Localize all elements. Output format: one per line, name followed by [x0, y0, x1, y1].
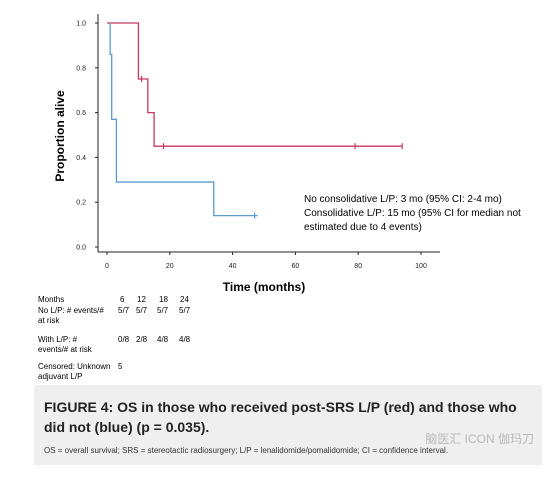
series-layer — [107, 22, 403, 219]
risk-value: 4/8 — [179, 335, 191, 344]
risk-label-months: Months — [38, 295, 65, 304]
y-tick-label: 0.0 — [76, 245, 86, 252]
x-tick-label: 0 — [105, 263, 109, 270]
annotation-line: Consolidative L/P: 15 mo (95% CI for med… — [304, 208, 521, 219]
risk-value: 4/8 — [157, 335, 169, 344]
risk-month: 24 — [180, 295, 189, 304]
x-axis-ticks: 0 20 40 60 80 100 — [105, 252, 427, 270]
risk-label-line: at risk — [38, 316, 60, 325]
x-tick-label: 40 — [229, 263, 237, 270]
risk-value: 5/7 — [157, 306, 169, 315]
series-line — [107, 22, 403, 147]
caption-footnote: OS = overall survival; SRS = stereotacti… — [44, 446, 449, 455]
risk-month: 6 — [120, 295, 125, 304]
annotation-line: No consolidative L/P: 3 mo (95% CI: 2-4 … — [304, 194, 502, 205]
km-survival-chart: 0.0 0.2 0.4 0.6 0.8 1.0 0 20 40 60 80 100 Proporti… — [53, 14, 521, 294]
figure-caption: FIGURE 4: OS in those who received post-… — [34, 385, 542, 465]
x-axis-title: Time (months) — [223, 280, 305, 294]
risk-value: 2/8 — [136, 335, 148, 344]
x-tick-label: 20 — [166, 263, 174, 270]
risk-month: 18 — [159, 295, 168, 304]
risk-label-no-lp: No L/P: # events/# at risk — [38, 306, 104, 326]
x-tick-label: 80 — [354, 263, 362, 270]
y-axis-ticks: 0.0 0.2 0.4 0.6 0.8 1.0 — [76, 21, 98, 252]
risk-label-line: Censored: Unknown — [38, 362, 111, 371]
caption-title: FIGURE 4: OS in those who received post-… — [44, 399, 517, 435]
risk-label-censored: Censored: Unknown adjuvant L/P — [38, 362, 110, 382]
x-tick-label: 60 — [292, 263, 300, 270]
risk-value: 5/7 — [136, 306, 148, 315]
risk-label-line: events/# at risk — [38, 345, 92, 354]
y-tick-label: 0.8 — [76, 65, 86, 72]
y-tick-label: 0.6 — [76, 110, 86, 117]
median-annotation: No consolidative L/P: 3 mo (95% CI: 2-4 … — [304, 194, 521, 233]
risk-label-line: With L/P: # — [38, 335, 78, 344]
y-tick-label: 0.2 — [76, 200, 86, 207]
y-tick-label: 0.4 — [76, 155, 86, 162]
risk-label-line: No L/P: # events/# — [38, 306, 104, 315]
risk-value: 5/7 — [118, 306, 130, 315]
risk-label-line: adjuvant L/P — [38, 372, 83, 381]
x-tick-label: 100 — [415, 263, 427, 270]
risk-value: 5/7 — [179, 306, 191, 315]
risk-value: 5 — [118, 362, 123, 371]
y-tick-label: 1.0 — [76, 21, 86, 28]
series-line — [109, 23, 258, 217]
y-axis-title: Proportion alive — [53, 90, 67, 182]
risk-label-with-lp: With L/P: # events/# at risk — [38, 335, 92, 355]
watermark: 脑医汇 ICON 伽玛刀 — [425, 432, 534, 446]
annotation-line: estimated due to 4 events) — [304, 222, 422, 233]
risk-value: 0/8 — [118, 335, 130, 344]
risk-month: 12 — [137, 295, 146, 304]
